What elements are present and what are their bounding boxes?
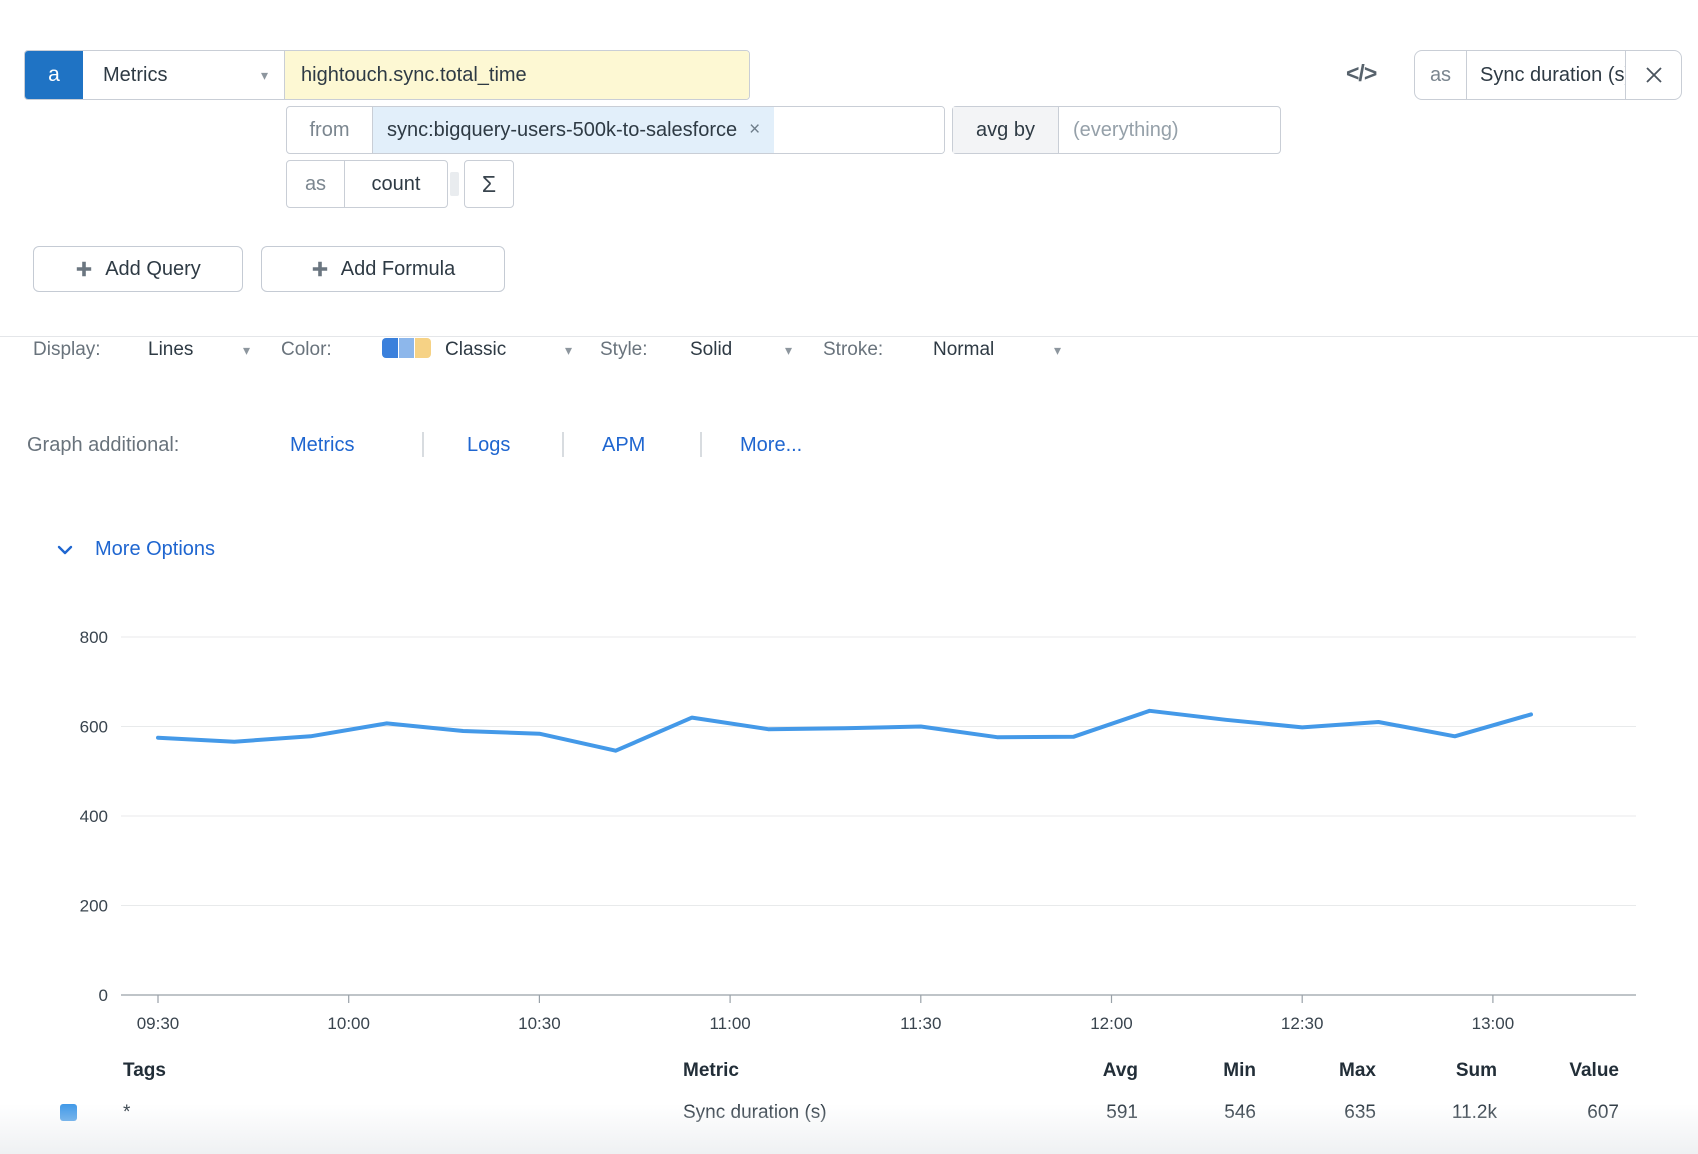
graph-additional-more[interactable]: More...	[740, 434, 802, 457]
section-divider	[0, 336, 1698, 337]
svg-text:10:30: 10:30	[518, 1014, 561, 1033]
plus-icon	[311, 260, 329, 278]
alias-as-label: as	[1415, 51, 1467, 99]
query-row-a: a Metrics ▾ hightouch.sync.total_time	[24, 50, 750, 100]
style-value: Solid	[690, 339, 732, 361]
from-filter-group: from sync:bigquery-users-500k-to-salesfo…	[286, 106, 945, 154]
alias-group: as Sync duration (s)	[1414, 50, 1682, 100]
link-divider	[422, 432, 424, 457]
graph-additional-label: Graph additional:	[27, 434, 179, 457]
svg-text:200: 200	[80, 897, 108, 916]
style-label: Style:	[600, 339, 648, 361]
avg-by-dropdown[interactable]: avg by	[953, 107, 1059, 153]
add-formula-label: Add Formula	[341, 258, 456, 281]
svg-text:10:00: 10:00	[327, 1014, 370, 1033]
link-divider	[562, 432, 564, 457]
data-source-label: Metrics	[103, 64, 167, 87]
svg-text:09:30: 09:30	[137, 1014, 180, 1033]
chevron-down-icon	[55, 540, 75, 560]
add-query-label: Add Query	[105, 258, 201, 281]
query-letter-badge[interactable]: a	[25, 51, 83, 99]
aggregator-group: as count	[286, 160, 448, 208]
svg-text:800: 800	[80, 628, 108, 647]
group-by-group: avg by (everything)	[952, 106, 1281, 154]
color-label: Color:	[281, 339, 332, 361]
chevron-down-icon: ▾	[243, 343, 250, 357]
graph-additional-logs[interactable]: Logs	[467, 434, 510, 457]
svg-text:11:00: 11:00	[709, 1014, 750, 1033]
from-label: from	[287, 107, 373, 153]
palette-color-2	[399, 338, 415, 358]
legend-header-min: Min	[1146, 1060, 1256, 1082]
svg-text:11:30: 11:30	[900, 1014, 941, 1033]
add-formula-button[interactable]: Add Formula	[261, 246, 505, 292]
chevron-down-icon: ▾	[785, 343, 792, 357]
svg-text:0: 0	[99, 986, 108, 1005]
filter-tag-input[interactable]: sync:bigquery-users-500k-to-salesforce ×	[373, 107, 944, 153]
display-type-value: Lines	[148, 339, 193, 361]
remove-tag-icon[interactable]: ×	[749, 119, 760, 141]
metric-name-input[interactable]: hightouch.sync.total_time	[285, 51, 749, 99]
add-query-button[interactable]: Add Query	[33, 246, 243, 292]
svg-text:12:00: 12:00	[1090, 1014, 1133, 1033]
data-source-dropdown[interactable]: Metrics ▾	[83, 51, 285, 99]
legend-header-metric: Metric	[683, 1060, 739, 1082]
stroke-dropdown[interactable]: Normal ▾	[933, 339, 1061, 361]
chevron-down-icon: ▾	[261, 68, 268, 82]
color-palette-swatch[interactable]	[382, 338, 431, 358]
svg-text:600: 600	[80, 718, 108, 737]
timeseries-chart: 0 200 400 600 800 09:30 10:00 10:30 11:00 11:30 12…	[0, 600, 1698, 1060]
svg-text:13:00: 13:00	[1472, 1014, 1515, 1033]
code-view-icon[interactable]: </>	[1346, 60, 1376, 87]
link-divider	[700, 432, 702, 457]
chevron-down-icon: ▾	[1054, 343, 1061, 357]
close-icon[interactable]	[1625, 51, 1681, 99]
legend-header-value: Value	[1509, 1060, 1619, 1082]
filter-tag-text: sync:bigquery-users-500k-to-salesforce	[387, 119, 737, 142]
stroke-label: Stroke:	[823, 339, 883, 361]
palette-color-3	[415, 338, 431, 358]
legend-header-tags: Tags	[123, 1060, 166, 1082]
alias-input[interactable]: Sync duration (s)	[1467, 51, 1625, 99]
graph-additional-apm[interactable]: APM	[602, 434, 645, 457]
plus-icon	[75, 260, 93, 278]
legend-header-avg: Avg	[1028, 1060, 1138, 1082]
aggregator-dropdown[interactable]: count	[345, 161, 447, 207]
color-scheme-dropdown[interactable]: Classic ▾	[445, 339, 572, 361]
legend-header-sum: Sum	[1387, 1060, 1497, 1082]
chevron-down-icon: ▾	[565, 343, 572, 357]
palette-color-1	[382, 338, 398, 358]
graph-additional-metrics[interactable]: Metrics	[290, 434, 354, 457]
metrics-query-editor: a Metrics ▾ hightouch.sync.total_time </…	[0, 0, 1698, 1154]
display-type-dropdown[interactable]: Lines ▾	[148, 339, 250, 361]
svg-text:12:30: 12:30	[1281, 1014, 1324, 1033]
style-dropdown[interactable]: Solid ▾	[690, 339, 792, 361]
legend-header-max: Max	[1266, 1060, 1376, 1082]
stroke-value: Normal	[933, 339, 994, 361]
bottom-fade	[0, 1104, 1698, 1154]
color-scheme-value: Classic	[445, 339, 506, 361]
more-options-toggle[interactable]: More Options	[55, 538, 215, 561]
drag-handle[interactable]	[450, 172, 459, 196]
filter-tag-chip[interactable]: sync:bigquery-users-500k-to-salesforce ×	[373, 107, 774, 153]
group-by-input[interactable]: (everything)	[1059, 107, 1280, 153]
svg-text:400: 400	[80, 807, 108, 826]
sigma-function-button[interactable]: Σ	[464, 160, 514, 208]
as-label: as	[287, 161, 345, 207]
display-label: Display:	[33, 339, 101, 361]
more-options-label: More Options	[95, 538, 215, 561]
